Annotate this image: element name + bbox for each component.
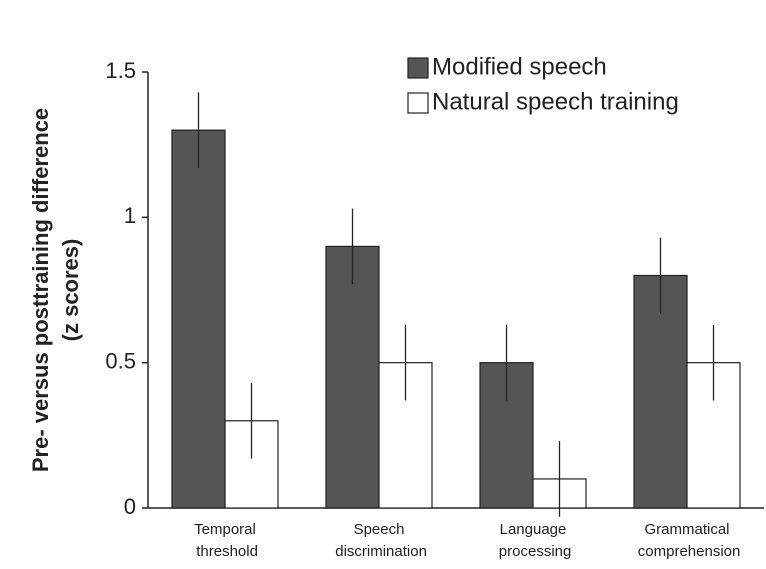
legend-swatch bbox=[407, 92, 429, 114]
bar bbox=[479, 362, 534, 509]
legend-swatch bbox=[407, 57, 429, 79]
x-tick-label: Grammatical comprehension bbox=[634, 521, 741, 560]
y-axis-label: Pre- versus posttraining difference bbox=[28, 108, 53, 472]
bar bbox=[686, 362, 741, 509]
y-tick-label: 0.5 bbox=[105, 348, 136, 373]
x-tick-label: Language processing bbox=[495, 521, 572, 560]
y-tick-label: 0 bbox=[124, 494, 136, 519]
legend-label: Natural speech training bbox=[432, 88, 679, 115]
y-axis-label: (z scores) bbox=[58, 239, 83, 342]
bar bbox=[633, 274, 688, 509]
bar bbox=[171, 129, 226, 509]
y-tick-label: 1 bbox=[124, 203, 136, 228]
legend-label: Modified speech bbox=[432, 53, 607, 80]
y-tick-label: 1.5 bbox=[105, 58, 136, 83]
x-tick-label: Speech discrimination bbox=[331, 521, 427, 560]
x-tick-label: Temporal threshold bbox=[192, 521, 258, 560]
bar bbox=[325, 245, 380, 509]
